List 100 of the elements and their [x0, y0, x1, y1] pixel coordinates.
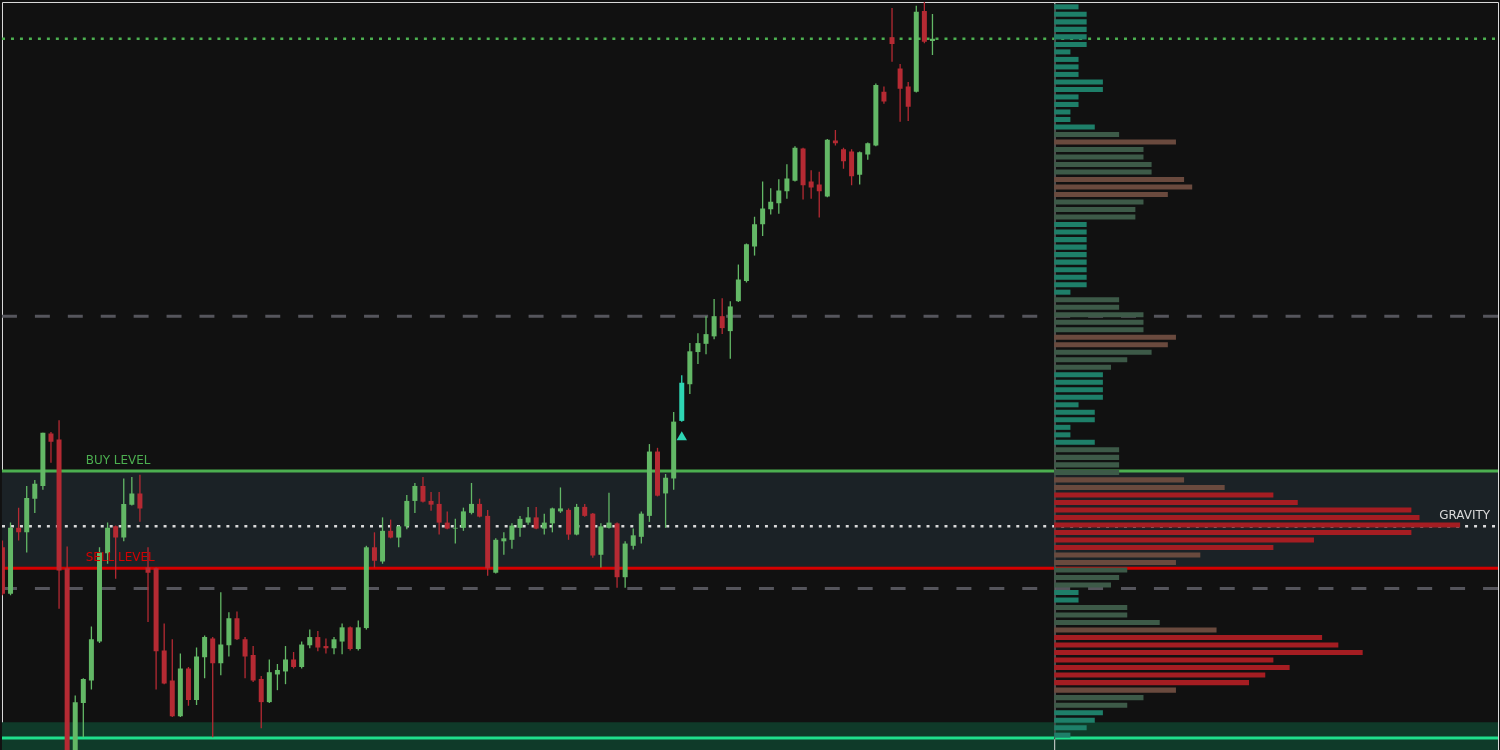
bar	[1054, 680, 1250, 686]
candlestick	[283, 645, 288, 685]
bar	[1054, 11, 1087, 17]
candlestick	[857, 150, 863, 186]
candlestick	[428, 491, 434, 512]
bar	[1054, 342, 1168, 348]
bar	[1054, 49, 1071, 55]
candlestick	[80, 677, 86, 738]
candlestick	[242, 636, 248, 679]
bar	[1054, 282, 1087, 288]
bar	[1054, 19, 1087, 25]
bar	[1054, 4, 1079, 10]
bar	[1054, 94, 1079, 100]
bar	[1054, 717, 1095, 723]
candlestick	[517, 515, 523, 538]
bar	[1054, 672, 1266, 678]
candlestick	[460, 507, 466, 532]
bar	[1054, 710, 1103, 716]
candlestick	[129, 476, 135, 507]
bar	[1054, 116, 1071, 122]
bar	[1054, 349, 1152, 355]
bar	[1054, 289, 1071, 295]
bar	[1054, 259, 1087, 265]
bar	[1054, 214, 1136, 220]
bar	[1054, 590, 1079, 596]
candlestick	[735, 263, 741, 303]
bar	[1054, 612, 1128, 618]
bar	[1054, 139, 1176, 145]
candlestick	[929, 13, 935, 56]
bar	[1054, 379, 1103, 385]
bar	[1054, 529, 1412, 535]
bar	[1054, 635, 1323, 641]
bar	[1054, 702, 1128, 708]
bar	[1054, 147, 1144, 153]
candlestick	[557, 486, 563, 514]
bar	[1054, 169, 1152, 175]
candlestick	[48, 431, 54, 464]
candlestick	[905, 81, 911, 122]
candlestick	[752, 216, 758, 257]
candlestick	[501, 531, 507, 556]
candlestick	[509, 522, 515, 550]
candlestick	[541, 512, 547, 536]
bar	[1054, 522, 1461, 528]
bar	[1054, 124, 1095, 130]
bar	[1054, 537, 1314, 543]
bar	[1054, 274, 1087, 280]
bar	[1054, 732, 1071, 738]
bar	[1054, 454, 1120, 460]
bar	[1054, 387, 1103, 393]
candlestick	[776, 178, 782, 215]
bar	[1054, 252, 1087, 258]
candlestick	[16, 507, 22, 542]
bar	[1054, 109, 1071, 115]
candlestick	[412, 482, 418, 514]
bar	[1054, 477, 1185, 483]
bar	[1054, 312, 1144, 318]
bar	[1054, 26, 1087, 32]
bar	[1054, 162, 1152, 168]
bar	[1054, 86, 1103, 92]
candlestick	[549, 507, 555, 533]
bar	[1054, 34, 1087, 40]
candlestick	[371, 531, 377, 569]
bar	[1054, 304, 1120, 310]
bar	[1054, 184, 1193, 190]
bar	[1054, 687, 1176, 693]
bar	[1054, 559, 1176, 565]
bar	[1054, 484, 1225, 490]
candlestick	[897, 63, 903, 123]
bar	[1054, 71, 1079, 77]
bar	[1054, 267, 1087, 273]
bar	[1054, 409, 1095, 415]
candlestick	[768, 187, 774, 216]
candlestick	[137, 474, 143, 523]
bar	[1054, 297, 1120, 303]
candlestick	[808, 169, 814, 200]
bar	[1054, 327, 1144, 333]
bar	[1054, 605, 1128, 611]
bar	[1054, 597, 1079, 603]
candlestick	[274, 663, 280, 691]
candlestick	[760, 180, 766, 237]
bar	[1054, 642, 1339, 648]
bar	[1054, 56, 1079, 62]
bar	[1054, 131, 1120, 138]
bar	[1054, 334, 1176, 340]
candlestick	[436, 491, 442, 536]
bar	[1054, 492, 1274, 498]
bar	[1054, 507, 1412, 513]
candlestick	[234, 610, 240, 641]
candlestick	[258, 675, 264, 729]
bar	[1054, 177, 1185, 183]
candlestick	[113, 524, 119, 580]
candlestick	[663, 473, 669, 529]
bar	[1054, 514, 1420, 520]
candlestick	[202, 634, 208, 679]
bar	[1054, 372, 1103, 378]
bar	[1054, 582, 1112, 588]
bar	[1054, 237, 1087, 243]
candlestick	[452, 518, 458, 545]
candlestick	[606, 492, 612, 530]
ref-line-label: BUY LEVEL	[85, 453, 151, 468]
